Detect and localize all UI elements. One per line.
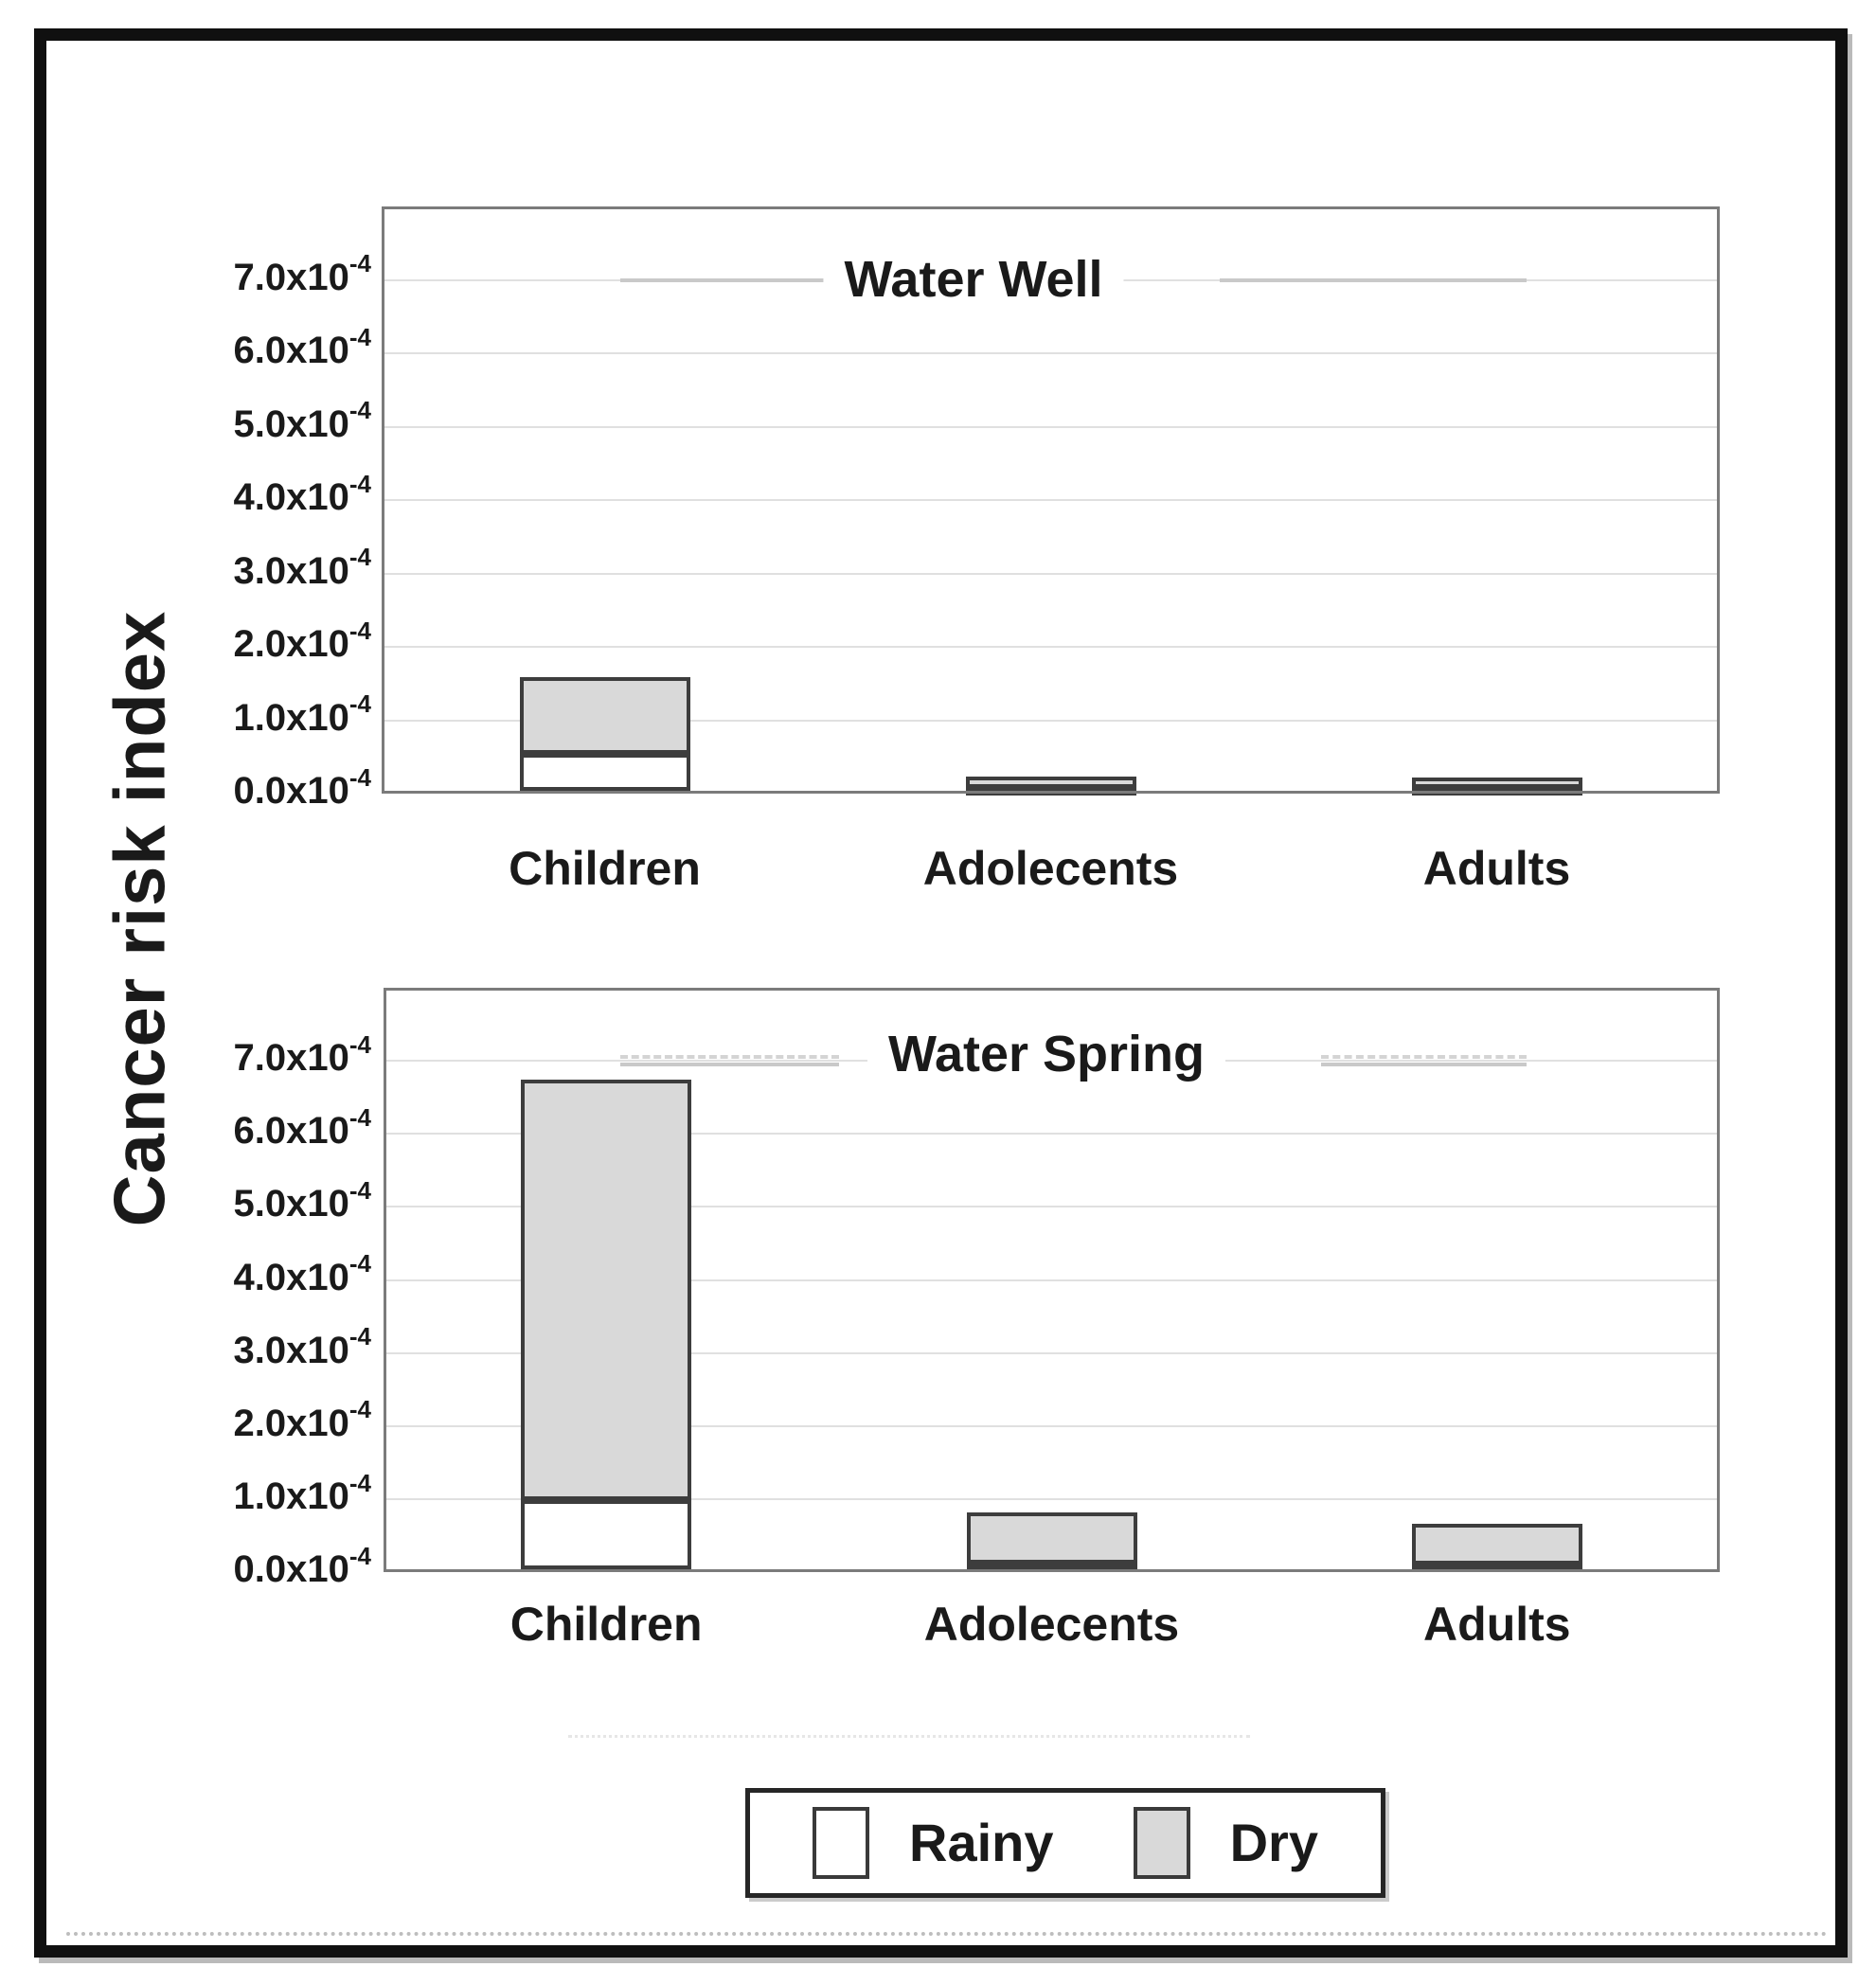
scan-artifact-dotted-line bbox=[66, 1932, 1828, 1936]
category-label: Adults bbox=[1423, 1598, 1571, 1651]
y-tick-label: 4.0x10-4 bbox=[233, 1249, 371, 1298]
chart-title-water-well: Water Well bbox=[823, 250, 1124, 309]
bar-segment-dry bbox=[966, 1511, 1137, 1564]
y-tick-exponent: -4 bbox=[348, 1102, 371, 1132]
y-tick-exponent: -4 bbox=[348, 1395, 371, 1424]
y-tick-exponent: -4 bbox=[348, 689, 371, 719]
plot-area-water-well bbox=[382, 206, 1720, 794]
legend-item-dry: Dry bbox=[1133, 1807, 1318, 1879]
gridline bbox=[386, 1424, 1717, 1427]
y-tick-exponent: -4 bbox=[348, 1029, 371, 1059]
y-tick-exponent: -4 bbox=[348, 322, 371, 351]
gridline bbox=[384, 499, 1717, 501]
scan-artifact-line bbox=[568, 1735, 1250, 1738]
y-tick-label: 5.0x10-4 bbox=[233, 396, 371, 445]
y-tick-exponent: -4 bbox=[348, 1322, 371, 1351]
y-tick-label: 7.0x10-4 bbox=[233, 1029, 371, 1080]
y-tick-exponent: -4 bbox=[348, 1176, 371, 1206]
title-rule bbox=[1220, 278, 1527, 282]
y-tick-label: 6.0x10-4 bbox=[233, 1102, 371, 1153]
y-tick-label: 7.0x10-4 bbox=[233, 249, 371, 298]
gridline bbox=[384, 425, 1717, 428]
title-rule bbox=[1321, 1063, 1527, 1066]
gridline bbox=[384, 719, 1717, 722]
figure-frame bbox=[34, 28, 1848, 1958]
category-label: Adolecents bbox=[922, 842, 1179, 895]
y-tick-label: 4.0x10-4 bbox=[233, 469, 371, 518]
chart-title-water-spring: Water Spring bbox=[867, 1025, 1226, 1083]
bar-segment-rainy bbox=[519, 754, 690, 791]
y-tick-exponent: -4 bbox=[348, 1541, 371, 1570]
y-tick-label: 3.0x10-4 bbox=[233, 1322, 371, 1371]
y-tick-label: 2.0x10-4 bbox=[233, 616, 371, 665]
y-tick-exponent: -4 bbox=[348, 543, 371, 572]
y-tick-label: 0.0x10-4 bbox=[233, 1541, 371, 1590]
gridline bbox=[384, 572, 1717, 575]
y-tick-exponent: -4 bbox=[348, 396, 371, 425]
title-rule bbox=[620, 1055, 839, 1059]
bar-segment-dry bbox=[965, 776, 1136, 788]
gridline bbox=[386, 1133, 1717, 1136]
y-tick-exponent: -4 bbox=[348, 1249, 371, 1279]
gridline bbox=[386, 1497, 1717, 1500]
gridline bbox=[386, 1206, 1717, 1208]
gridline bbox=[386, 1351, 1717, 1354]
y-tick-label: 2.0x10-4 bbox=[233, 1395, 371, 1444]
category-label: Adults bbox=[1422, 842, 1571, 895]
y-tick-label: 6.0x10-4 bbox=[233, 322, 371, 371]
gridline bbox=[384, 352, 1717, 354]
legend-label-dry: Dry bbox=[1229, 1813, 1318, 1872]
legend-item-rainy: Rainy bbox=[813, 1807, 1054, 1879]
y-tick-label: 1.0x10-4 bbox=[233, 689, 371, 739]
legend-swatch-rainy bbox=[813, 1807, 869, 1879]
bar-segment-rainy bbox=[521, 1499, 692, 1569]
y-tick-label: 3.0x10-4 bbox=[233, 543, 371, 592]
category-label: Children bbox=[509, 842, 701, 895]
gridline bbox=[384, 646, 1717, 648]
y-tick-exponent: -4 bbox=[348, 249, 371, 278]
title-rule bbox=[1321, 1055, 1527, 1059]
y-tick-exponent: -4 bbox=[348, 1468, 371, 1497]
legend-swatch-dry bbox=[1133, 1807, 1190, 1879]
y-tick-label: 1.0x10-4 bbox=[233, 1468, 371, 1517]
y-tick-exponent: -4 bbox=[348, 616, 371, 645]
title-rule bbox=[620, 278, 841, 282]
y-tick-exponent: -4 bbox=[348, 469, 371, 498]
bar-segment-dry bbox=[1411, 778, 1582, 788]
legend-label-rainy: Rainy bbox=[909, 1813, 1054, 1872]
y-tick-label: 5.0x10-4 bbox=[233, 1176, 371, 1225]
gridline bbox=[386, 1279, 1717, 1281]
plot-area-water-spring bbox=[384, 988, 1720, 1572]
y-tick-exponent: -4 bbox=[348, 762, 371, 792]
bar-segment-rainy bbox=[966, 1563, 1137, 1571]
y-axis-title: Cancer risk index bbox=[99, 610, 181, 1227]
bar-segment-dry bbox=[521, 1080, 692, 1500]
bar-segment-dry bbox=[1411, 1524, 1582, 1565]
bar-segment-dry bbox=[519, 676, 690, 755]
title-rule bbox=[620, 1063, 839, 1066]
category-label: Children bbox=[509, 1598, 703, 1651]
legend-box: Rainy Dry bbox=[745, 1788, 1385, 1898]
y-tick-label: 0.0x10-4 bbox=[233, 762, 371, 812]
category-label: Adolecents bbox=[923, 1598, 1180, 1651]
